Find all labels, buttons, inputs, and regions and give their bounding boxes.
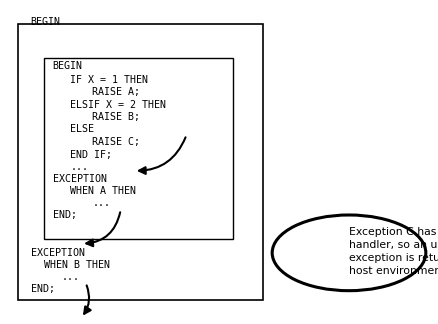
Text: RAISE A;: RAISE A;	[92, 87, 140, 97]
Text: BEGIN: BEGIN	[31, 17, 60, 27]
Text: BEGIN: BEGIN	[53, 61, 82, 71]
Text: WHEN A THEN: WHEN A THEN	[70, 186, 136, 196]
Ellipse shape	[272, 215, 425, 291]
Text: EXCEPTION: EXCEPTION	[53, 174, 106, 184]
Text: ...: ...	[92, 198, 110, 208]
Text: Exception C has no
handler, so an unhandled
exception is returned to the
host en: Exception C has no handler, so an unhand…	[348, 226, 438, 276]
Text: END;: END;	[53, 210, 77, 220]
Text: END;: END;	[31, 284, 55, 294]
Text: IF X = 1 THEN: IF X = 1 THEN	[70, 75, 148, 85]
Text: EXCEPTION: EXCEPTION	[31, 248, 85, 258]
Text: RAISE C;: RAISE C;	[92, 137, 140, 147]
Bar	[44, 58, 232, 239]
Text: ...: ...	[61, 272, 79, 282]
Text: RAISE B;: RAISE B;	[92, 112, 140, 122]
Bar	[18, 24, 263, 300]
Text: ...: ...	[70, 162, 88, 172]
Text: ELSIF X = 2 THEN: ELSIF X = 2 THEN	[70, 100, 166, 110]
Text: WHEN B THEN: WHEN B THEN	[44, 260, 110, 270]
Text: END IF;: END IF;	[70, 150, 112, 160]
Text: ELSE: ELSE	[70, 124, 94, 134]
